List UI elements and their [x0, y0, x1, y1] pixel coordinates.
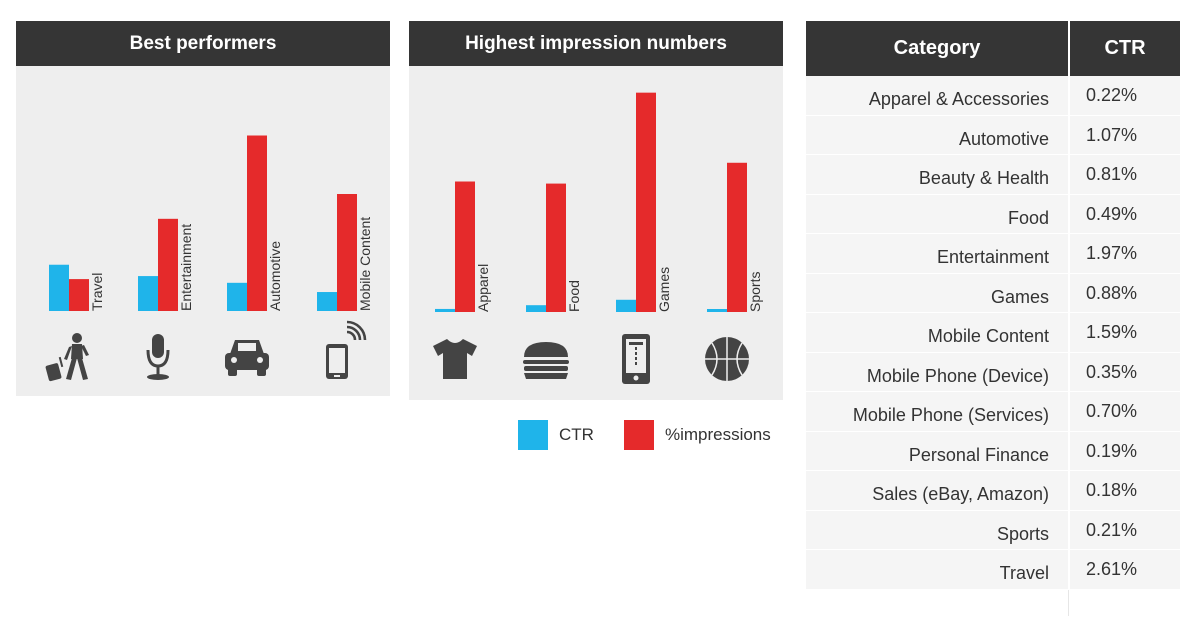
ctr-cell: 0.49%: [1086, 203, 1138, 224]
ctr-cell: 0.88%: [1086, 282, 1138, 303]
category-cell: Mobile Phone (Services): [852, 405, 1049, 425]
table-row: Games 0.88%: [806, 273, 1180, 313]
ctr-cell: 0.18%: [1086, 480, 1138, 500]
ctr-cell: 1.07%: [1086, 124, 1138, 145]
microphone-icon: [146, 334, 170, 380]
category-cell: Apparel & Accessories: [868, 89, 1049, 109]
impressions-bar-games: [636, 92, 656, 313]
best-performers-title: Best performers: [16, 21, 390, 66]
ctr-legend-label: CTR: [559, 425, 594, 444]
category-cell: Sales (eBay, Amazon): [872, 484, 1049, 504]
burger-icon: [523, 342, 569, 379]
ctr-cell: 0.19%: [1086, 440, 1138, 461]
car-icon: [225, 340, 269, 376]
ctr-cell: 0.81%: [1086, 164, 1138, 184]
category-label: Games: [656, 267, 672, 312]
ctr-cell: 0.35%: [1086, 361, 1138, 382]
ball-icon: [705, 337, 749, 381]
table-row: Entertainment 1.97%: [806, 234, 1180, 274]
category-cell: Automotive: [958, 128, 1049, 149]
impressions-legend-label: %impressions: [664, 425, 771, 444]
ctr-cell: 2.61%: [1086, 559, 1138, 579]
category-cell: Beauty & Health: [918, 168, 1049, 188]
ctr-cell: 1.97%: [1086, 243, 1138, 263]
table-row: Automotive 1.07%: [806, 115, 1180, 155]
table-row: Mobile Content 1.59%: [806, 313, 1180, 353]
tablet-game-icon: [622, 334, 650, 384]
ctr-legend-swatch: [518, 420, 548, 450]
table-row: Food 0.49%: [806, 194, 1180, 234]
category-cell: Mobile Content: [927, 326, 1049, 346]
ctr-bar-mobile-content: [317, 292, 337, 311]
ctr-cell: 1.59%: [1086, 322, 1138, 342]
best-performers-chart: Travel Entertainment Automotive Mobile Cont…: [45, 135, 373, 382]
ctr-bar-automotive: [227, 282, 247, 311]
category-cell: Sports: [996, 523, 1049, 544]
table-row: Travel 2.61%: [806, 550, 1180, 590]
ctr-cell: 0.21%: [1086, 519, 1138, 540]
category-cell: Food: [1007, 207, 1049, 228]
ctr-bar-travel: [49, 264, 69, 311]
ctr-bar-entertainment: [138, 276, 158, 311]
table-row: Mobile Phone (Device) 0.35%: [806, 352, 1180, 392]
category-cell: Mobile Phone (Device): [866, 365, 1049, 386]
category-label: Apparel: [475, 264, 491, 312]
ctr-cell: 0.70%: [1086, 401, 1138, 421]
category-cell: Personal Finance: [908, 444, 1049, 465]
table-row: Apparel & Accessories 0.22%: [806, 76, 1180, 116]
category-label: Sports: [747, 272, 763, 312]
table-row: Personal Finance 0.19%: [806, 431, 1180, 471]
table-row: Beauty & Health 0.81%: [806, 155, 1180, 195]
category-label: Entertainment: [178, 224, 194, 311]
category-ctr-table: Category CTR Apparel & Accessories 0.22% A…: [806, 21, 1180, 616]
category-cell: Entertainment: [936, 247, 1049, 267]
impressions-bar-travel: [69, 279, 89, 311]
impressions-bar-automotive: [247, 135, 267, 311]
ctr-bar-games: [616, 299, 636, 312]
impressions-bar-mobile-content: [337, 194, 357, 311]
table-row: Sales (eBay, Amazon) 0.18%: [806, 471, 1180, 511]
impressions-bar-sports: [727, 162, 747, 312]
impressions-bar-entertainment: [158, 218, 178, 311]
ctr-bar-food: [526, 305, 546, 312]
ctr-bar-apparel: [435, 308, 455, 312]
category-column-header: Category: [893, 37, 981, 59]
impressions-bar-apparel: [455, 181, 475, 312]
ctr-column-header: CTR: [1104, 37, 1146, 59]
table-row: Sports 0.21%: [806, 510, 1180, 550]
category-label: Food: [566, 280, 582, 312]
impressions-legend-swatch: [623, 420, 654, 450]
category-label: Travel: [89, 273, 105, 311]
table-body: Apparel & Accessories 0.22% Automotive 1.07…: [806, 76, 1180, 590]
highest-impressions-title: Highest impression numbers: [409, 21, 783, 66]
highest-impressions-panel: Highest impression numbers Apparel Food Ga…: [409, 21, 783, 400]
tshirt-icon: [433, 339, 477, 379]
category-label: Automotive: [267, 241, 283, 311]
category-cell: Games: [990, 286, 1049, 307]
highest-impressions-chart: Apparel Food Games Sports: [433, 92, 763, 384]
table-header: Category CTR: [806, 21, 1180, 76]
table-row: Mobile Phone (Services) 0.70%: [806, 392, 1180, 432]
ctr-cell: 0.22%: [1086, 85, 1138, 105]
mobile-signal-icon: [326, 320, 367, 379]
chart-legend: CTR %impressions: [518, 420, 801, 450]
category-label: Mobile Content: [357, 217, 373, 311]
ctr-bar-sports: [707, 309, 727, 312]
impressions-bar-food: [546, 183, 566, 312]
person-walking-luggage-icon: [45, 333, 89, 382]
best-performers-panel: Best performers Travel Entertainment Autom…: [16, 21, 390, 396]
category-cell: Travel: [999, 563, 1049, 583]
